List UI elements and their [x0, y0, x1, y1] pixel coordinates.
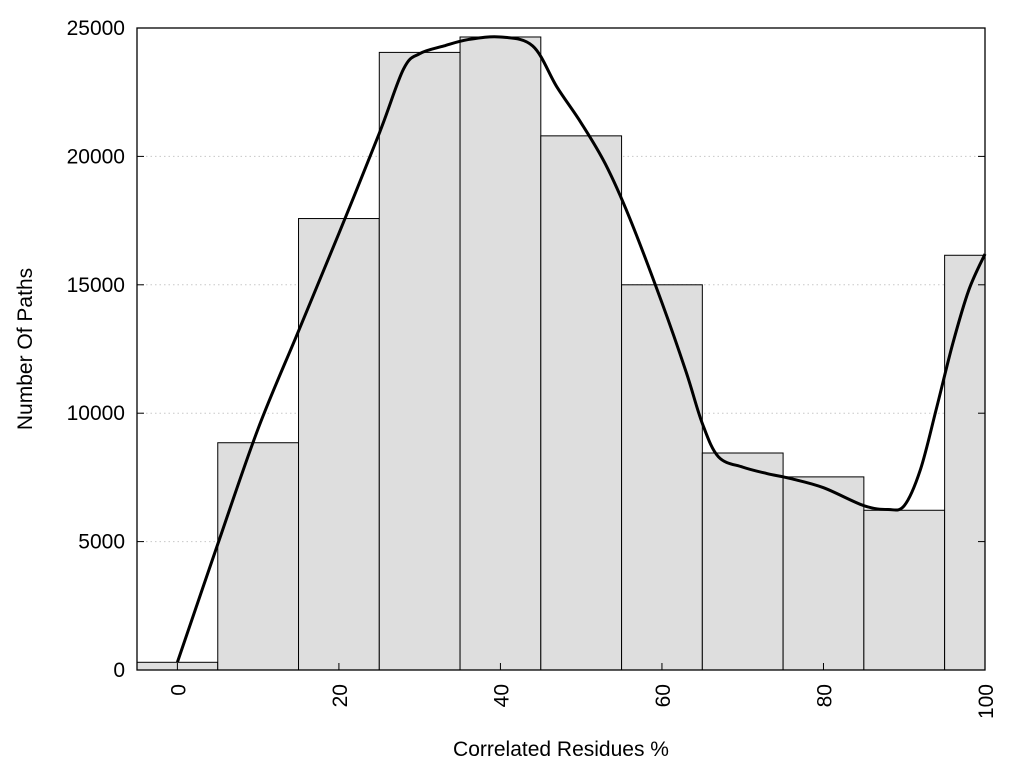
histogram-bar: [701, 452, 784, 671]
bars: [136, 36, 986, 671]
x-tick-label: 40: [490, 684, 513, 707]
y-tick-label: 5000: [78, 531, 125, 554]
y-tick-label: 20000: [67, 145, 125, 168]
histogram-bar: [782, 476, 865, 671]
y-axis-ticks: 0 5000 10000 15000 20000 25000: [67, 17, 985, 682]
plot-frame: [136, 27, 986, 671]
x-tick-label: 60: [652, 684, 675, 707]
x-tick-label: 20: [329, 684, 352, 707]
density-curve: [175, 35, 987, 663]
x-axis-ticks: 0 20 40 60 80 100: [167, 663, 998, 719]
y-axis-label: Number Of Paths: [14, 268, 37, 430]
histogram-bar: [944, 254, 986, 671]
density-curve-line: [175, 35, 987, 663]
histogram-bar: [621, 284, 703, 671]
histogram-bar: [378, 51, 461, 671]
x-tick-label: 80: [813, 684, 836, 707]
histogram-bar: [298, 218, 380, 671]
x-axis-label: Correlated Residues %: [453, 738, 669, 761]
y-tick-label: 15000: [67, 274, 125, 297]
y-tick-label: 0: [113, 659, 125, 682]
histogram-bar: [217, 442, 300, 671]
histogram-bar: [863, 509, 946, 671]
x-tick-label: 100: [975, 684, 998, 719]
y-tick-label: 25000: [67, 17, 125, 40]
histogram-bar: [459, 36, 542, 671]
y-tick-label: 10000: [67, 402, 125, 425]
histogram-bar: [540, 135, 623, 671]
x-tick-label: 0: [167, 684, 190, 696]
